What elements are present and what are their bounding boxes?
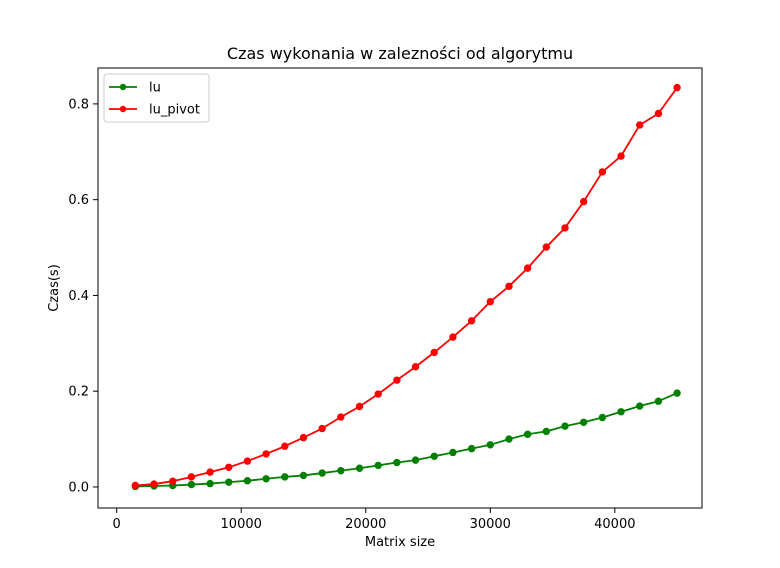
- data-point-lu_pivot: [281, 442, 289, 450]
- y-tick-label: 0.0: [68, 480, 89, 495]
- data-point-lu: [486, 441, 494, 449]
- data-point-lu: [654, 397, 663, 405]
- legend-marker-lu: [119, 83, 127, 91]
- data-point-lu_pivot: [374, 390, 382, 398]
- y-tick-label: 0.8: [68, 97, 89, 112]
- x-tick-label: 20000: [345, 517, 386, 532]
- data-point-lu: [411, 456, 420, 464]
- data-point-lu_pivot: [523, 264, 532, 272]
- data-point-lu_pivot: [467, 317, 476, 325]
- data-point-lu_pivot: [654, 109, 663, 118]
- data-point-lu_pivot: [636, 121, 644, 129]
- data-point-lu_pivot: [150, 480, 158, 488]
- legend-box: [103, 73, 210, 123]
- legend-marker-lu_pivot: [119, 105, 127, 113]
- data-point-lu: [337, 466, 345, 475]
- data-point-lu: [374, 461, 382, 470]
- data-point-lu: [393, 458, 401, 467]
- legend-label-lu: lu: [149, 81, 161, 96]
- data-point-lu: [355, 464, 364, 472]
- data-point-lu_pivot: [393, 376, 401, 384]
- data-point-lu_pivot: [579, 197, 588, 206]
- data-point-lu_pivot: [169, 477, 177, 485]
- data-point-lu: [430, 452, 438, 460]
- data-point-lu_pivot: [318, 424, 326, 433]
- series-layer: [131, 83, 681, 491]
- data-point-lu_pivot: [561, 224, 569, 232]
- legend-label-lu_pivot: lu_pivot: [149, 103, 200, 118]
- x-axis-label: Matrix size: [365, 535, 435, 550]
- data-point-lu: [617, 408, 625, 416]
- data-point-lu_pivot: [243, 457, 252, 465]
- data-point-lu: [243, 477, 252, 485]
- data-point-lu: [449, 448, 457, 457]
- data-point-lu_pivot: [449, 333, 457, 341]
- chart-title: Czas wykonania w zalezności od algorytmu: [227, 44, 573, 63]
- data-point-lu: [636, 402, 644, 410]
- data-point-lu_pivot: [411, 363, 420, 371]
- data-point-lu: [505, 435, 513, 443]
- data-point-lu_pivot: [355, 402, 364, 411]
- data-point-lu_pivot: [206, 468, 214, 476]
- data-point-lu_pivot: [617, 152, 625, 160]
- y-tick-label: 0.6: [68, 193, 89, 208]
- y-axis-label: Czas(s): [47, 264, 62, 312]
- x-axis: 0 10000 20000 30000 40000: [113, 508, 636, 532]
- data-point-lu_pivot: [262, 450, 270, 458]
- data-point-lu: [262, 475, 270, 483]
- data-point-lu_pivot: [299, 433, 308, 442]
- data-point-lu: [598, 413, 607, 422]
- y-tick-label: 0.4: [68, 289, 89, 304]
- plot-area: [98, 68, 702, 508]
- data-point-lu: [281, 473, 289, 481]
- data-point-lu_pivot: [542, 243, 551, 251]
- data-point-lu: [523, 430, 532, 438]
- data-point-lu_pivot: [486, 297, 494, 306]
- data-point-lu: [299, 471, 308, 480]
- data-point-lu_pivot: [505, 282, 513, 291]
- data-point-lu: [673, 389, 681, 397]
- x-tick-label: 40000: [594, 517, 635, 532]
- data-point-lu: [542, 427, 551, 436]
- data-point-lu: [225, 478, 233, 486]
- data-point-lu_pivot: [337, 413, 345, 421]
- data-point-lu: [561, 422, 569, 430]
- data-point-lu_pivot: [225, 463, 233, 472]
- data-point-lu: [579, 418, 588, 426]
- y-tick-label: 0.2: [68, 385, 89, 400]
- data-point-lu: [318, 469, 326, 477]
- x-tick-label: 30000: [470, 517, 511, 532]
- x-tick-label: 10000: [221, 517, 262, 532]
- x-tick-label: 0: [113, 517, 121, 532]
- data-point-lu_pivot: [131, 481, 140, 490]
- data-point-lu_pivot: [430, 348, 438, 357]
- y-axis: 0.0 0.2 0.4 0.6 0.8: [68, 97, 98, 495]
- data-point-lu: [206, 479, 214, 488]
- data-point-lu_pivot: [673, 83, 681, 92]
- data-point-lu: [467, 444, 476, 453]
- data-point-lu: [187, 480, 196, 489]
- legend: lu lu_pivot: [103, 73, 210, 123]
- plot-frame: [97, 67, 703, 509]
- data-point-lu_pivot: [598, 168, 607, 176]
- data-point-lu_pivot: [187, 473, 196, 481]
